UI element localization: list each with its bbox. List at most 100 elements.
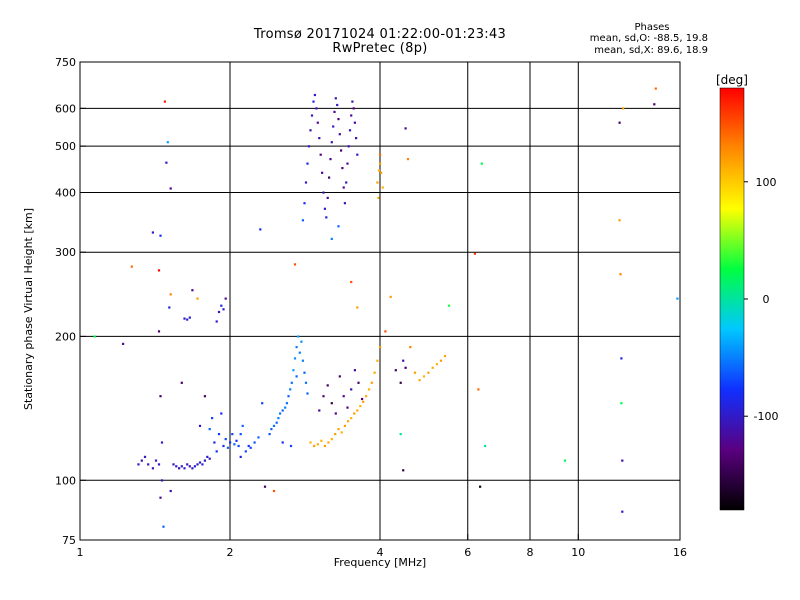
data-point	[229, 441, 232, 444]
y-tick-label: 200	[55, 330, 76, 343]
data-point	[268, 433, 271, 436]
data-point	[418, 379, 421, 382]
data-point	[337, 118, 340, 121]
data-point	[404, 127, 407, 130]
data-point	[479, 485, 482, 488]
data-point	[431, 366, 434, 369]
data-point	[473, 252, 476, 255]
data-point	[563, 459, 567, 462]
x-tick-label: 1	[77, 546, 84, 559]
colorbar-tick-label: 0	[763, 293, 770, 306]
chart-subtitle: RwPretec (8p)	[332, 41, 428, 56]
data-point	[279, 412, 282, 415]
data-point	[159, 496, 162, 499]
colorbar-unit-label: [deg]	[716, 73, 748, 87]
data-point	[365, 395, 368, 398]
data-point	[379, 153, 382, 156]
data-point	[362, 400, 365, 403]
data-point	[377, 196, 380, 199]
data-point	[618, 121, 621, 124]
data-point	[143, 455, 147, 458]
data-point	[284, 406, 287, 409]
data-point	[443, 355, 447, 358]
y-tick-label: 400	[55, 186, 76, 199]
data-point	[321, 171, 324, 174]
data-point	[241, 424, 244, 427]
data-point	[309, 441, 312, 444]
y-tick-label: 500	[55, 140, 76, 153]
data-point	[345, 181, 348, 184]
data-point	[347, 145, 350, 148]
data-point	[208, 457, 211, 460]
data-point	[180, 465, 183, 468]
data-point	[439, 359, 443, 362]
y-tick-label: 75	[62, 534, 76, 547]
data-point	[253, 441, 256, 444]
data-point	[381, 186, 384, 189]
data-point	[295, 346, 298, 349]
data-point	[399, 433, 402, 436]
data-point	[188, 465, 191, 468]
data-point	[352, 107, 355, 110]
data-point	[357, 381, 360, 384]
data-point	[318, 137, 321, 140]
data-point	[340, 149, 343, 152]
data-point	[211, 417, 214, 420]
data-point	[394, 369, 397, 372]
data-point	[201, 463, 204, 466]
data-point	[402, 469, 405, 472]
data-point	[272, 424, 276, 427]
data-point	[231, 433, 234, 436]
data-point	[402, 359, 405, 362]
data-point	[217, 310, 221, 314]
data-point	[196, 463, 199, 466]
axes: 1 2 4 6 8 10 16 75 100 200 300 400 500 600 750	[55, 56, 687, 559]
data-point	[191, 467, 194, 470]
data-point	[618, 219, 621, 222]
data-point	[183, 317, 186, 320]
stats-o-line: mean, sd,O: -88.5, 19.8	[589, 33, 708, 44]
grid	[80, 62, 680, 540]
data-point	[355, 137, 358, 140]
data-point	[159, 234, 162, 237]
data-point	[198, 461, 202, 464]
y-tick-label: 300	[55, 246, 76, 259]
data-point	[404, 366, 407, 369]
data-point	[318, 409, 321, 412]
x-tick-label: 4	[377, 546, 384, 559]
data-point	[379, 162, 382, 165]
data-point	[289, 388, 292, 391]
data-point	[350, 417, 353, 420]
data-point	[162, 525, 165, 528]
data-point	[275, 421, 278, 424]
data-point	[217, 433, 221, 436]
data-point	[435, 363, 438, 366]
data-point	[337, 428, 340, 431]
data-point	[328, 176, 331, 179]
data-point	[427, 371, 430, 374]
colorbar: [deg] 100 0 -100	[716, 73, 778, 511]
data-point	[191, 289, 194, 292]
data-point	[301, 219, 304, 222]
data-point	[379, 346, 382, 349]
data-point	[198, 424, 202, 427]
data-point	[168, 306, 171, 309]
data-point	[287, 395, 290, 398]
data-point	[277, 417, 280, 420]
data-point	[332, 125, 335, 128]
data-point	[306, 392, 309, 395]
data-point	[272, 489, 276, 493]
colorbar-tick-label: 100	[756, 176, 777, 189]
data-point	[239, 455, 242, 458]
data-point	[336, 103, 339, 107]
data-point	[334, 97, 337, 100]
data-point	[157, 330, 161, 333]
data-point	[244, 450, 247, 453]
data-point	[183, 467, 186, 470]
data-point	[413, 371, 417, 374]
data-point	[175, 465, 178, 468]
data-point	[165, 161, 168, 164]
data-point	[303, 371, 306, 374]
